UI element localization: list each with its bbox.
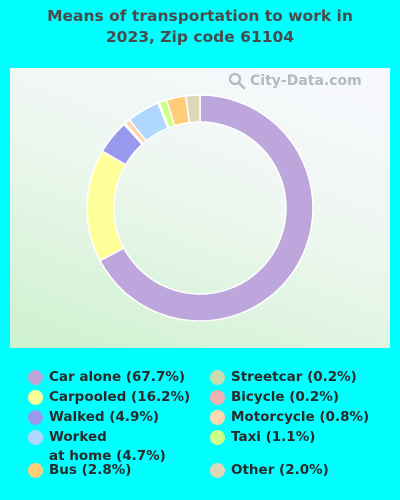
chart-title-line-1: Means of transportation to work in [47,7,353,25]
slice-carpooled [86,150,127,262]
chart-title: Means of transportation to work in 2023,… [0,6,400,48]
watermark: City-Data.com [228,72,362,90]
slice-car-alone [98,94,314,322]
search-icon [228,72,246,90]
slice-other [185,94,201,124]
watermark-text: City-Data.com [250,73,362,89]
chart-title-line-2: 2023, Zip code 61104 [105,28,295,46]
